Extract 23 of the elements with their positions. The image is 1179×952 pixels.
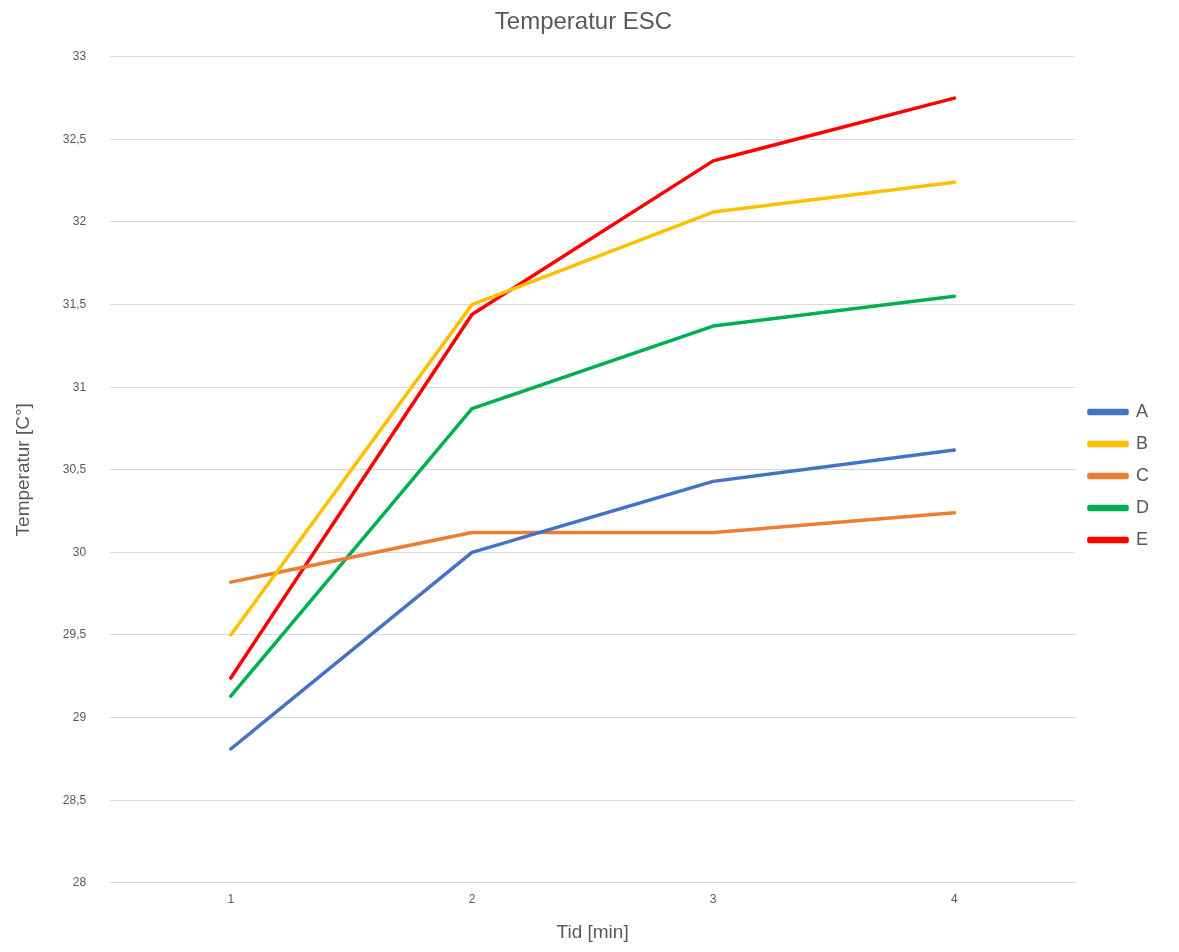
y-axis-title: Temperatur [C°] — [11, 403, 33, 537]
x-axis-title: Tid [min] — [556, 920, 629, 942]
y-tick-label: 32,5 — [62, 131, 87, 146]
y-tick-label: 30,5 — [62, 462, 87, 477]
legend-label: A — [1136, 400, 1149, 421]
legend-label: B — [1136, 432, 1149, 453]
x-tick-label: 4 — [951, 892, 959, 907]
x-tick-label: 3 — [709, 892, 717, 907]
y-tick-label: 31 — [72, 379, 87, 394]
y-tick-label: 32 — [72, 214, 87, 229]
y-tick-label: 29 — [72, 709, 87, 724]
y-tick-label: 29,5 — [62, 627, 87, 642]
y-tick-label: 30 — [72, 544, 87, 559]
y-tick-label: 28 — [72, 875, 87, 890]
legend-label: C — [1136, 464, 1149, 485]
y-tick-label: 33 — [72, 49, 87, 64]
x-tick-label: 1 — [227, 892, 235, 907]
y-tick-label: 31,5 — [62, 296, 87, 311]
legend-label: D — [1136, 496, 1149, 517]
legend-label: E — [1136, 528, 1149, 549]
x-tick-label: 2 — [468, 892, 476, 907]
chart-title: Temperatur ESC — [494, 7, 673, 35]
y-tick-label: 28,5 — [62, 792, 87, 807]
